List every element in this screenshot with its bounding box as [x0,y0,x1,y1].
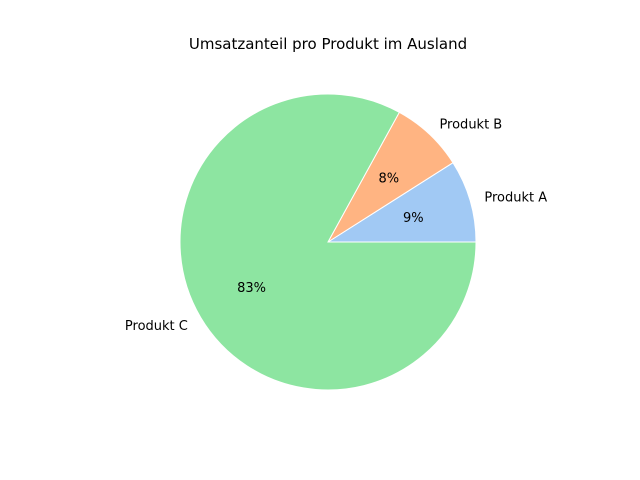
pie-labels: Produkt A 9% Produkt B 8% Produkt C 83% [125,117,547,334]
percent-label-produkt-b: 8% [378,171,399,186]
pie-slices [179,93,477,391]
percent-label-produkt-c: 83% [237,281,266,296]
percent-label-produkt-a: 9% [403,211,424,226]
pie-slice-produkt-a [326,162,477,243]
category-label-produkt-b: Produkt B [439,117,502,132]
chart-title: Umsatzanteil pro Produkt im Ausland [189,35,467,53]
pie-slice-produkt-c [179,93,477,391]
category-label-produkt-a: Produkt A [484,191,547,206]
category-label-produkt-c: Produkt C [125,319,188,334]
